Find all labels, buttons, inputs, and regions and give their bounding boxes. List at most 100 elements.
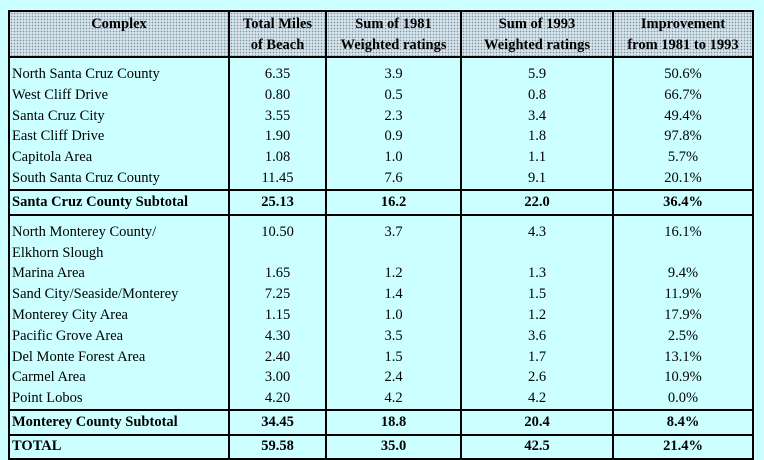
complex-name-cell: Point Lobos	[8, 388, 230, 410]
complex-name-line: North Monterey County/	[12, 223, 157, 240]
table-row: Marina Area 1.65 1.2 1.3 9.4%	[8, 263, 754, 285]
total-miles-cell: 0.80	[228, 84, 327, 106]
complex-name-line: Point Lobos	[12, 390, 83, 407]
table-header: Complex Total Miles of Beach Sum of 1981 Wei…	[8, 10, 754, 58]
complex-name-line: West Cliff Drive	[12, 86, 109, 103]
improvement-cell: 16.1%	[612, 214, 754, 264]
table-row: Pacific Grove Area 4.30 3.5 3.6 2.5%	[8, 325, 754, 347]
improvement-cell: 20.1%	[612, 167, 754, 190]
complex-name-cell: Santa Cruz County Subtotal	[8, 188, 230, 216]
sum-1993-cell: 22.0	[460, 188, 614, 216]
improvement-header: Improvement from 1981 to 1993	[612, 10, 754, 58]
improvement-cell: 36.4%	[612, 188, 754, 216]
complex-name-cell: TOTAL	[8, 433, 230, 460]
sum-1993-cell: 1.3	[460, 263, 614, 285]
complex-name-cell: Monterey City Area	[8, 304, 230, 326]
sum-1981-cell: 18.8	[325, 408, 462, 436]
complex-name-cell: Pacific Grove Area	[8, 325, 230, 347]
subtotal-row: Santa Cruz County Subtotal 25.13 16.2 22.0 3…	[8, 188, 754, 216]
table-row: North Santa Cruz County 6.35 3.9 5.9 50.6%	[8, 57, 754, 85]
improvement-cell: 5.7%	[612, 147, 754, 168]
improvement-cell: 10.9%	[612, 367, 754, 389]
sum-1981-cell: 1.2	[325, 263, 462, 285]
improvement-cell: 49.4%	[612, 105, 754, 127]
header-line: Improvement	[640, 16, 726, 32]
improvement-cell: 2.5%	[612, 325, 754, 347]
sum-1981-cell: 2.3	[325, 105, 462, 127]
sum-1993-cell: 20.4	[460, 408, 614, 436]
complex-name-cell: Del Monte Forest Area	[8, 346, 230, 368]
total-miles-cell: 4.20	[228, 388, 327, 410]
complex-name-cell: North Monterey County/Elkhorn Slough	[8, 214, 230, 264]
complex-name-line: Capitola Area	[12, 149, 93, 166]
complex-name-cell: Carmel Area	[8, 367, 230, 389]
total-miles-cell: 3.55	[228, 105, 327, 127]
table-row: Point Lobos 4.20 4.2 4.2 0.0%	[8, 388, 754, 410]
complex-name-cell: East Cliff Drive	[8, 126, 230, 148]
complex-name-cell: South Santa Cruz County	[8, 167, 230, 190]
complex-name-line: East Cliff Drive	[12, 128, 105, 145]
improvement-cell: 11.9%	[612, 284, 754, 305]
total-miles-cell: 2.40	[228, 346, 327, 368]
header-line: Complex	[91, 16, 147, 32]
sum-1993-cell: 9.1	[460, 167, 614, 190]
header-line: Weighted ratings	[484, 36, 590, 53]
total-miles-cell: 11.45	[228, 167, 327, 190]
table-row: Monterey City Area 1.15 1.0 1.2 17.9%	[8, 304, 754, 326]
complex-name-line: Pacific Grove Area	[12, 327, 124, 344]
sum-1993-cell: 4.3	[460, 214, 614, 264]
sum-1981-cell: 1.0	[325, 304, 462, 326]
complex-name-line: Del Monte Forest Area	[12, 348, 146, 365]
sum-1993-cell: 5.9	[460, 57, 614, 85]
table-row: Del Monte Forest Area 2.40 1.5 1.7 13.1%	[8, 346, 754, 368]
sum-1993-cell: 4.2	[460, 388, 614, 410]
table-row: West Cliff Drive 0.80 0.5 0.8 66.7%	[8, 84, 754, 106]
total-miles-cell: 1.08	[228, 147, 327, 168]
table-row: South Santa Cruz County 11.45 7.6 9.1 20.1%	[8, 167, 754, 190]
table-row: Carmel Area 3.00 2.4 2.6 10.9%	[8, 367, 754, 389]
total-miles-cell: 34.45	[228, 408, 327, 436]
improvement-cell: 9.4%	[612, 263, 754, 285]
header-line: Total Miles	[242, 16, 313, 32]
total-miles-cell: 7.25	[228, 284, 327, 305]
sum-1993-cell: 3.6	[460, 325, 614, 347]
total-miles-cell: 1.15	[228, 304, 327, 326]
total-miles-cell: 1.65	[228, 263, 327, 285]
total-miles-cell: 59.58	[228, 433, 327, 460]
complex-name-line: Sand City/Seaside/Monterey	[12, 286, 179, 303]
sum-1981-cell: 1.5	[325, 346, 462, 368]
sum-1993-cell: 1.8	[460, 126, 614, 148]
complex-name-line: Elkhorn Slough	[12, 244, 104, 261]
sum-1993-cell: 1.1	[460, 147, 614, 168]
improvement-cell: 21.4%	[612, 433, 754, 460]
table-row: Sand City/Seaside/Monterey 7.25 1.4 1.5 11.9…	[8, 284, 754, 305]
table-row: East Cliff Drive 1.90 0.9 1.8 97.8%	[8, 126, 754, 148]
sum-1981-cell: 1.0	[325, 147, 462, 168]
improvement-cell: 97.8%	[612, 126, 754, 148]
total-miles-cell: 3.00	[228, 367, 327, 389]
improvement-cell: 17.9%	[612, 304, 754, 326]
complex-name-cell: North Santa Cruz County	[8, 57, 230, 85]
header-line: Sum of 1981	[355, 16, 432, 32]
total-miles-cell: 1.90	[228, 126, 327, 148]
header-line: of Beach	[250, 36, 305, 53]
sum-1993-header: Sum of 1993 Weighted ratings	[460, 10, 614, 58]
sum-1981-cell: 3.5	[325, 325, 462, 347]
improvement-cell: 8.4%	[612, 408, 754, 436]
complex-name-line: South Santa Cruz County	[12, 169, 160, 186]
sum-1981-cell: 16.2	[325, 188, 462, 216]
sum-1993-cell: 1.7	[460, 346, 614, 368]
beach-ratings-table-container: Complex Total Miles of Beach Sum of 1981 Wei…	[8, 10, 754, 460]
sum-1981-cell: 0.9	[325, 126, 462, 148]
sum-1993-cell: 1.2	[460, 304, 614, 326]
header-line: Sum of 1993	[498, 16, 576, 32]
sum-1981-cell: 1.4	[325, 284, 462, 305]
complex-name-line: Monterey City Area	[12, 306, 128, 323]
total-row: TOTAL 59.58 35.0 42.5 21.4%	[8, 433, 754, 460]
table-row: Capitola Area 1.08 1.0 1.1 5.7%	[8, 147, 754, 168]
sum-1993-cell: 3.4	[460, 105, 614, 127]
complex-name-line: Carmel Area	[12, 369, 86, 386]
complex-name-cell: Capitola Area	[8, 147, 230, 168]
sum-1981-cell: 0.5	[325, 84, 462, 106]
improvement-cell: 0.0%	[612, 388, 754, 410]
